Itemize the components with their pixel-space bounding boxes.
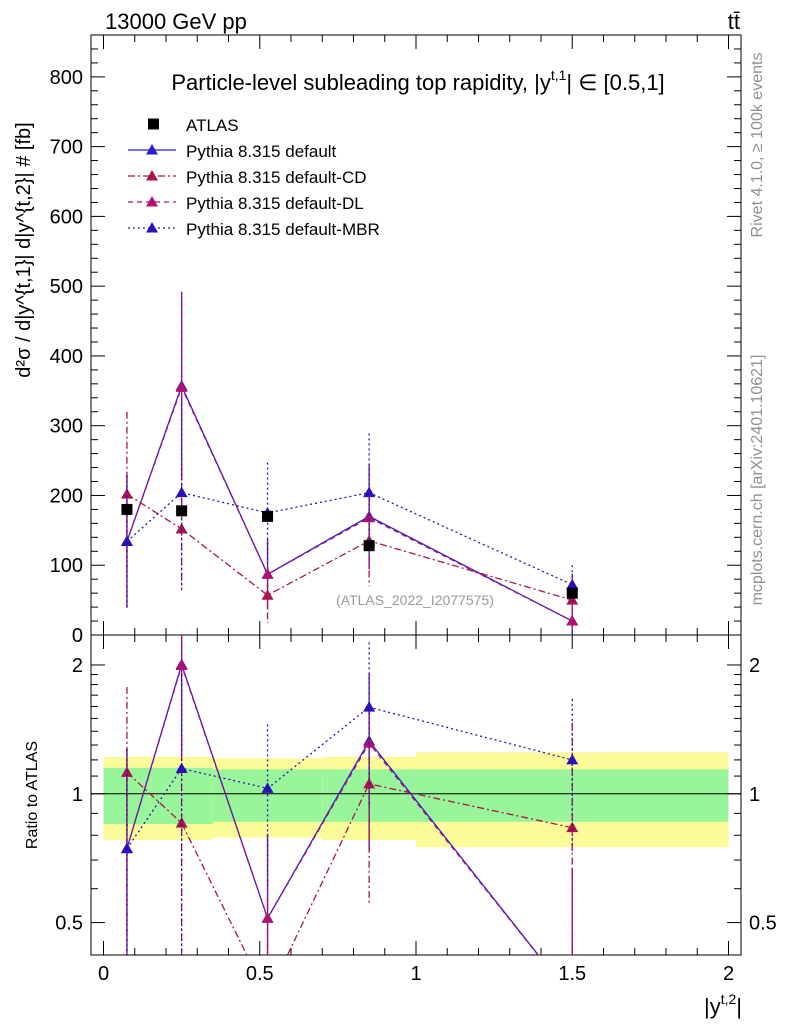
series-point (566, 578, 579, 590)
ratio-point (175, 817, 188, 828)
main-axis-ticks: 0 100 200 300 400 500 600 700 800 0 0.5 1 1.5 2 (50, 35, 741, 985)
ratio-point (566, 821, 579, 833)
legend-label: Pythia 8.315 default-DL (186, 194, 364, 213)
ratio-series-line (126, 663, 539, 955)
legend-marker (146, 170, 158, 181)
ratio-bands (91, 752, 741, 848)
mcplots-label: mcplots.cern.ch [arXiv:2401.10621] (749, 355, 766, 606)
y-tick-label: 800 (50, 67, 83, 89)
x-tick-label: 1 (410, 963, 421, 985)
rivet-label: Rivet 4.1.0, ≥ 100k events (749, 53, 766, 238)
atlas-data-point (566, 587, 578, 599)
legend-marker-atlas (148, 118, 159, 130)
atlas-data-point (262, 510, 274, 522)
ratio-tick-label-right: 2 (749, 655, 760, 677)
y-tick-label: 600 (50, 206, 83, 228)
atlas-data-point (363, 540, 375, 552)
y-tick-label: 200 (50, 485, 83, 507)
x-tick-label: 0.5 (246, 963, 274, 985)
series-line (126, 493, 573, 601)
ratio-point (566, 753, 579, 765)
ratio-point (120, 842, 133, 854)
legend-marker (146, 222, 158, 233)
process-label: tt̄ (728, 9, 740, 34)
ratio-tick-label: 0.5 (55, 913, 83, 935)
series-point (363, 511, 376, 523)
series-point (175, 381, 188, 392)
series-line (126, 384, 573, 622)
ratio-tick-label: 1 (72, 784, 83, 806)
ratio-tick-label: 2 (72, 655, 83, 677)
series-point (175, 522, 188, 534)
y-tick-label: 400 (50, 346, 83, 368)
legend-marker (146, 144, 158, 155)
ratio-point (175, 659, 188, 670)
series-point (363, 486, 376, 498)
series-point (175, 486, 188, 498)
legend-label: Pythia 8.315 default-MBR (186, 220, 380, 239)
x-tick-label: 2 (723, 963, 734, 985)
ratio-series-line (126, 771, 573, 955)
ratio-y-axis-label: Ratio to ATLAS (24, 741, 41, 849)
ratio-tick-label-right: 1 (749, 784, 760, 806)
ratio-point (261, 782, 274, 793)
y-axis-label: d²σ / d|y^{t,1}| d|y^{t,2}| # [fb] (13, 122, 35, 377)
ratio-point (363, 701, 376, 712)
y-tick-label: 500 (50, 276, 83, 298)
series-point (566, 594, 579, 605)
atlas-data-point (121, 503, 133, 515)
ratio-tick-label-right: 0.5 (749, 913, 777, 935)
legend-label: Pythia 8.315 default (186, 142, 337, 161)
x-tick-label: 0 (98, 963, 109, 985)
x-axis-label: |yt,2| (704, 991, 742, 1019)
y-tick-label: 300 (50, 416, 83, 438)
legend-label-atlas: ATLAS (186, 116, 239, 135)
ratio-series (120, 635, 579, 955)
series-point (120, 535, 133, 547)
chart-title: Particle-level subleading top rapidity, … (171, 67, 664, 95)
legend: ATLAS Pythia 8.315 default Pythia 8.315 de… (128, 116, 380, 239)
x-tick-label: 1.5 (558, 963, 586, 985)
legend-marker (146, 196, 158, 207)
series-point (566, 615, 579, 626)
ratio-point (175, 762, 188, 773)
y-tick-label: 0 (72, 625, 83, 647)
ratio-axis-ticks: 0.5 0.5 1 1 2 2 (55, 655, 777, 935)
analysis-watermark: (ATLAS_2022_I2077575) (336, 592, 494, 608)
y-tick-label: 100 (50, 555, 83, 577)
legend-label: Pythia 8.315 default-CD (186, 168, 367, 187)
ratio-point (261, 912, 274, 923)
collision-label: 13000 GeV pp (105, 9, 247, 34)
y-tick-label: 700 (50, 137, 83, 159)
series-point (261, 568, 274, 579)
atlas-data-point (176, 505, 188, 517)
main-series (120, 291, 579, 635)
